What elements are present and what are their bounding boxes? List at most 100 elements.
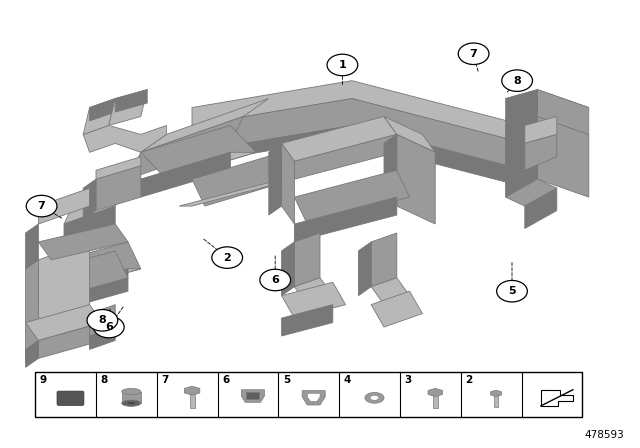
Circle shape <box>87 310 118 331</box>
Polygon shape <box>90 206 115 233</box>
Polygon shape <box>371 233 397 287</box>
Ellipse shape <box>370 395 379 401</box>
Polygon shape <box>538 90 589 134</box>
Polygon shape <box>109 90 147 125</box>
Text: 5: 5 <box>508 286 516 296</box>
Polygon shape <box>90 305 115 336</box>
Text: 478593: 478593 <box>584 430 624 440</box>
Polygon shape <box>38 323 90 354</box>
Polygon shape <box>141 125 256 179</box>
Polygon shape <box>90 179 128 215</box>
Polygon shape <box>179 125 525 184</box>
Text: 7: 7 <box>470 49 477 59</box>
Polygon shape <box>506 90 589 116</box>
Polygon shape <box>525 188 557 228</box>
Polygon shape <box>38 224 128 260</box>
Polygon shape <box>294 278 333 305</box>
Text: 1: 1 <box>339 60 346 70</box>
Polygon shape <box>90 327 115 349</box>
Polygon shape <box>371 278 410 305</box>
Circle shape <box>260 269 291 291</box>
Ellipse shape <box>122 388 141 395</box>
Polygon shape <box>269 143 282 215</box>
Polygon shape <box>184 386 200 395</box>
Circle shape <box>212 247 243 268</box>
Polygon shape <box>192 99 525 170</box>
Polygon shape <box>384 116 435 152</box>
Ellipse shape <box>122 400 141 406</box>
Polygon shape <box>128 116 243 179</box>
Polygon shape <box>64 215 90 242</box>
Polygon shape <box>302 391 325 405</box>
Circle shape <box>26 195 57 217</box>
Circle shape <box>93 316 124 338</box>
Circle shape <box>502 70 532 91</box>
Text: 2: 2 <box>465 375 472 385</box>
Ellipse shape <box>127 401 136 405</box>
FancyBboxPatch shape <box>494 394 498 407</box>
Polygon shape <box>294 134 397 179</box>
Polygon shape <box>83 125 166 152</box>
Polygon shape <box>26 305 102 340</box>
Polygon shape <box>294 233 320 287</box>
Polygon shape <box>241 390 264 402</box>
Polygon shape <box>525 116 557 143</box>
Polygon shape <box>490 390 502 396</box>
Polygon shape <box>51 251 128 296</box>
Polygon shape <box>38 242 90 340</box>
Polygon shape <box>26 260 38 363</box>
Polygon shape <box>294 170 410 224</box>
Polygon shape <box>96 166 141 211</box>
Text: 6: 6 <box>271 275 279 285</box>
Text: 2: 2 <box>223 253 231 263</box>
Polygon shape <box>141 152 256 179</box>
Polygon shape <box>26 224 38 269</box>
Polygon shape <box>294 197 397 242</box>
Polygon shape <box>83 179 96 220</box>
Text: 3: 3 <box>404 375 412 385</box>
Polygon shape <box>192 81 525 143</box>
Polygon shape <box>38 269 51 305</box>
FancyBboxPatch shape <box>122 392 141 403</box>
Polygon shape <box>38 188 90 224</box>
Polygon shape <box>282 116 397 161</box>
Polygon shape <box>506 116 589 143</box>
FancyBboxPatch shape <box>57 391 84 405</box>
Text: 6: 6 <box>105 322 113 332</box>
Polygon shape <box>506 116 538 197</box>
Circle shape <box>327 54 358 76</box>
Circle shape <box>458 43 489 65</box>
Polygon shape <box>64 269 128 309</box>
FancyBboxPatch shape <box>35 372 582 417</box>
Ellipse shape <box>365 392 384 403</box>
Text: 7: 7 <box>38 201 45 211</box>
Polygon shape <box>96 157 141 179</box>
Polygon shape <box>90 99 115 121</box>
FancyBboxPatch shape <box>246 392 259 399</box>
Polygon shape <box>64 242 141 287</box>
Text: 5: 5 <box>283 375 290 385</box>
Text: 6: 6 <box>222 375 229 385</box>
Polygon shape <box>358 242 371 296</box>
Polygon shape <box>428 388 442 396</box>
Polygon shape <box>282 143 294 224</box>
Polygon shape <box>115 90 147 112</box>
Polygon shape <box>141 152 230 197</box>
Polygon shape <box>506 90 538 125</box>
Polygon shape <box>506 179 557 206</box>
Polygon shape <box>525 134 557 170</box>
Circle shape <box>497 280 527 302</box>
Polygon shape <box>538 116 589 197</box>
Polygon shape <box>141 99 269 152</box>
Text: 8: 8 <box>513 76 521 86</box>
Text: 9: 9 <box>40 375 47 385</box>
Polygon shape <box>282 242 294 296</box>
Polygon shape <box>38 323 102 358</box>
Polygon shape <box>26 340 38 367</box>
FancyBboxPatch shape <box>189 392 195 408</box>
Polygon shape <box>371 291 422 327</box>
Polygon shape <box>64 269 141 287</box>
Text: 8: 8 <box>100 375 108 385</box>
Polygon shape <box>307 393 320 401</box>
Polygon shape <box>83 99 115 134</box>
